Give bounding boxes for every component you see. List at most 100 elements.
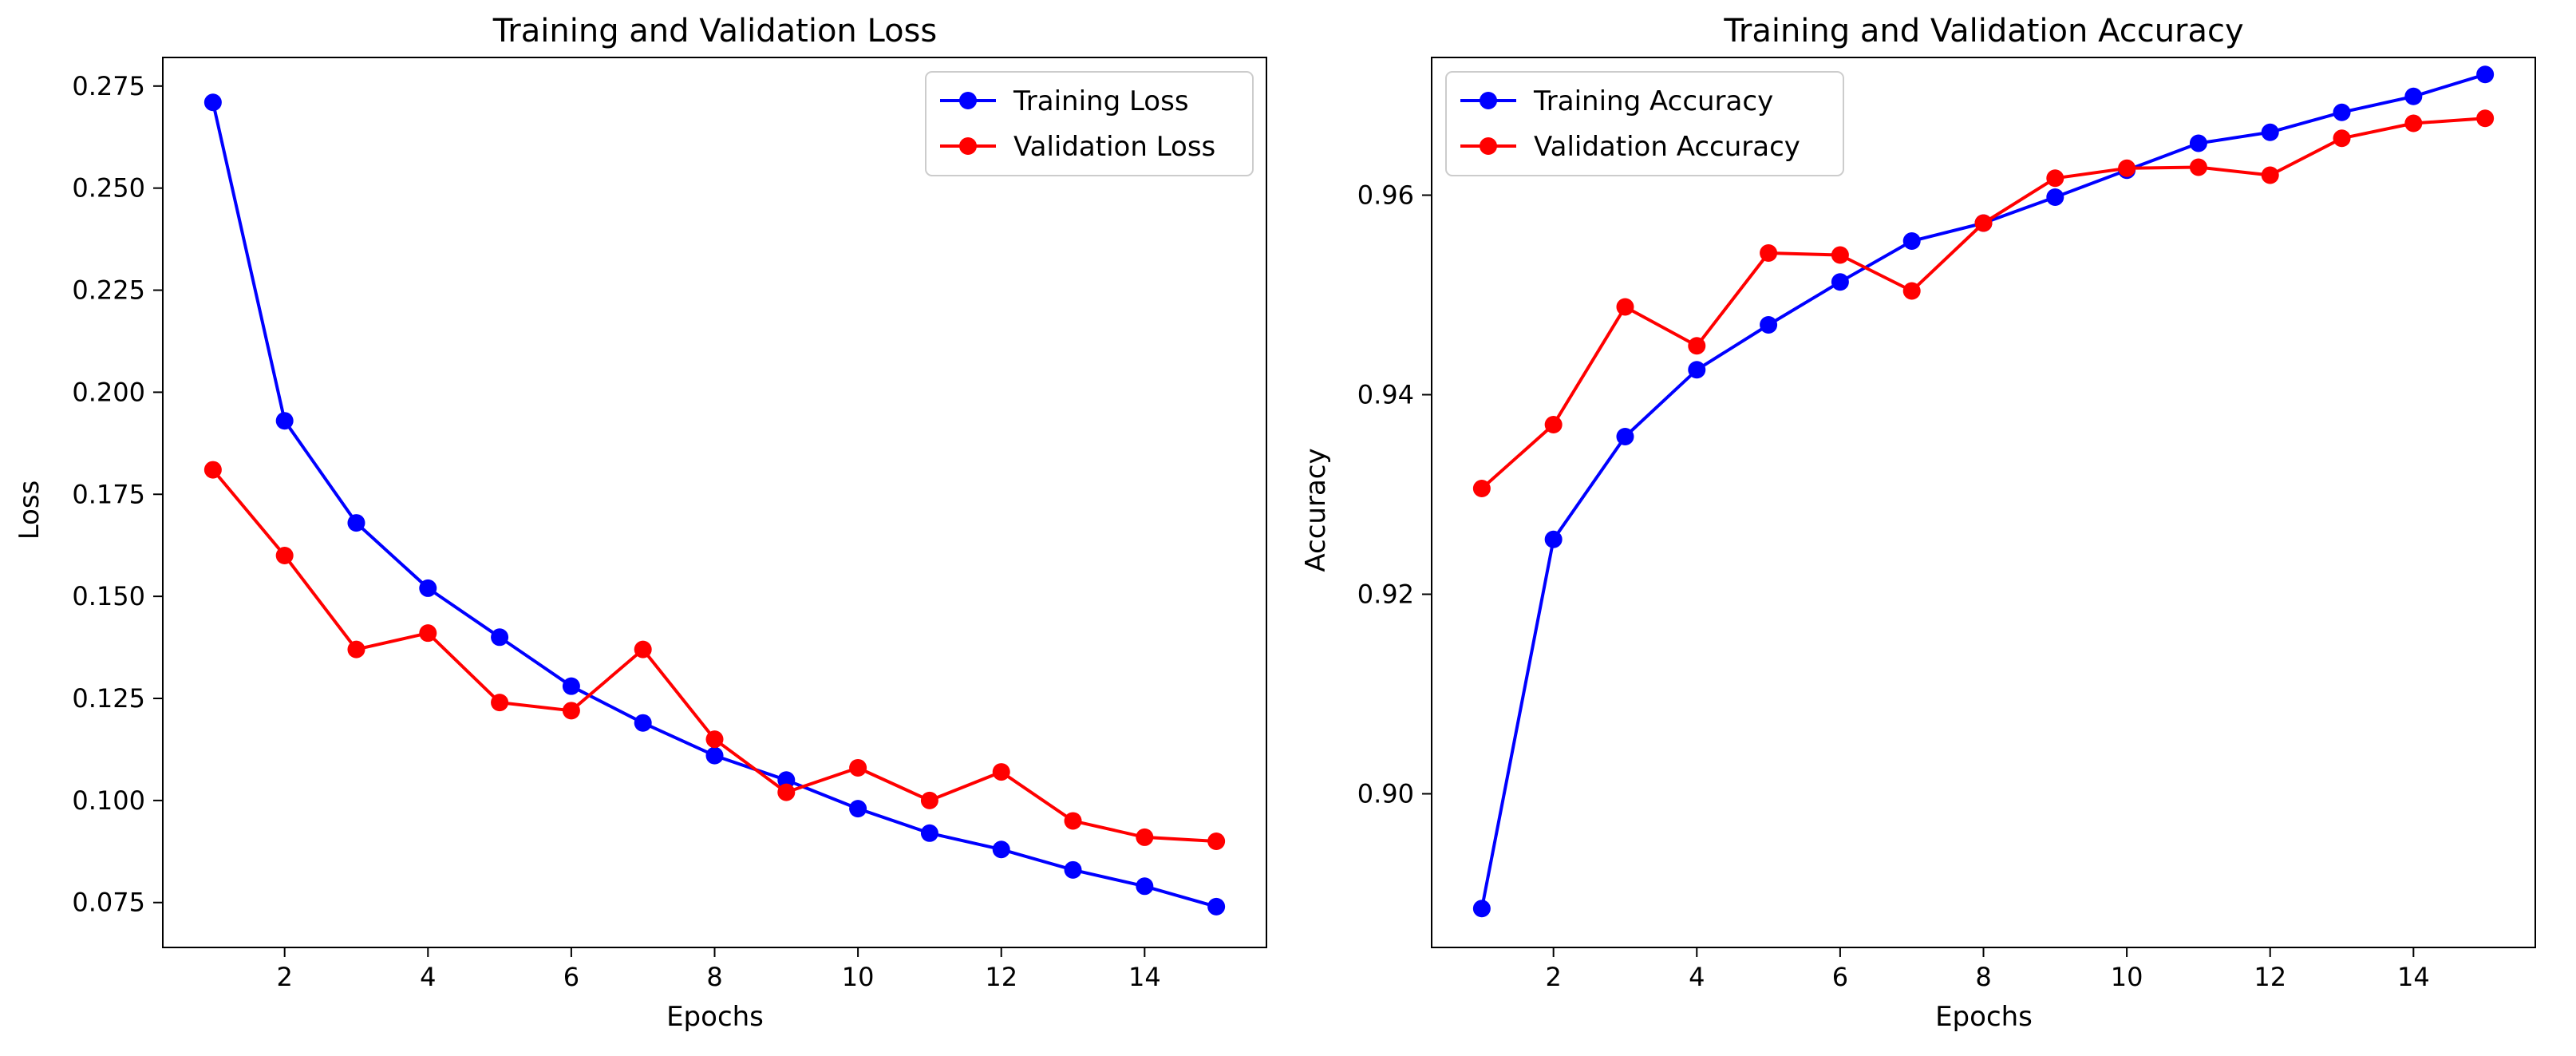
loss-y-tick-label: 0.175 [72,479,145,509]
loss-training-point [1136,877,1154,896]
loss-y-tick-label: 0.075 [72,888,145,918]
accuracy-y-tick-label: 0.90 [1357,779,1414,809]
accuracy-x-tick-label: 6 [1832,962,1848,992]
accuracy-x-axis-label: Epochs [1935,1001,2033,1033]
loss-validation-point [491,694,509,712]
loss-x-tick-label: 12 [985,962,1017,992]
accuracy-validation-point [2046,169,2064,188]
accuracy-training-point [1544,530,1563,548]
loss-training-point [634,714,652,732]
accuracy-validation-point [1544,416,1563,433]
loss-y-tick-label: 0.150 [72,581,145,611]
accuracy-y-tick-label: 0.94 [1357,380,1414,410]
accuracy-x-tick-label: 12 [2254,962,2286,992]
loss-y-axis-label: Loss [14,481,45,540]
accuracy-y-tick-label: 0.92 [1357,579,1414,610]
accuracy-training-point [2404,87,2423,105]
loss-legend-training-marker [959,92,977,109]
accuracy-validation-point [2118,159,2136,177]
accuracy-training-point [1472,900,1491,918]
accuracy-validation-point [1902,282,1921,300]
accuracy-x-tick-label: 10 [2111,962,2143,992]
loss-y-tick-label: 0.225 [72,275,145,306]
loss-series [203,93,1226,916]
accuracy-validation-point [2261,166,2279,184]
loss-y-tick-label: 0.250 [72,173,145,204]
accuracy-y-axis-label: Accuracy [1300,448,1332,572]
loss-training-point [203,93,222,112]
loss-x-tick-label: 6 [563,962,579,992]
loss-training-point [920,824,938,842]
accuracy-validation-point [2404,114,2423,132]
accuracy-x-tick-label: 8 [1975,962,1991,992]
loss-training-point [849,800,867,818]
accuracy-x-tick-label: 14 [2397,962,2430,992]
loss-ticks: 2 4 6 8 10 12 14 0.075 0.100 0.125 0.150 0.175 0.200… [72,71,1160,992]
loss-x-tick-label: 4 [420,962,436,992]
accuracy-legend-training-marker [1480,92,1497,109]
loss-validation-point [203,461,222,479]
loss-legend: Training Loss Validation Loss [925,71,1254,176]
accuracy-validation-point [1760,244,1778,262]
loss-y-tick-label: 0.125 [72,683,145,714]
loss-legend-training-label: Training Loss [1013,85,1189,117]
accuracy-validation-point [1974,214,1993,232]
accuracy-legend-validation-marker [1480,137,1497,155]
accuracy-training-point [1760,316,1778,334]
loss-legend-box [925,71,1254,176]
loss-y-tick-label: 0.200 [72,377,145,407]
accuracy-ticks: 2 4 6 8 10 12 14 0.90 0.92 0.94 0.96 [1357,180,2430,993]
loss-training-point [992,840,1010,859]
accuracy-validation-point [2476,109,2495,128]
accuracy-training-point [1831,273,1849,291]
loss-validation-point [1207,833,1226,851]
loss-x-tick-label: 14 [1128,962,1161,992]
accuracy-validation-point [1616,298,1634,316]
accuracy-training-point [2046,188,2064,206]
loss-chart-title: Training and Validation Loss [492,13,937,49]
accuracy-legend: Training Accuracy Validation Accuracy [1445,71,1844,176]
accuracy-legend-box [1445,71,1844,176]
loss-training-point [777,771,796,789]
loss-training-point [562,677,580,695]
loss-validation-point [347,640,365,659]
accuracy-training-point [1616,428,1634,445]
loss-training-point [491,628,509,647]
loss-validation-point [849,758,867,777]
accuracy-y-tick-label: 0.96 [1357,180,1414,211]
accuracy-chart-title: Training and Validation Accuracy [1723,13,2243,49]
loss-legend-validation-label: Validation Loss [1013,131,1215,163]
loss-legend-validation-marker [959,137,977,155]
accuracy-plot-frame [1431,57,2536,948]
loss-validation-point [562,702,580,720]
loss-plot-frame [162,57,1267,948]
loss-validation-point [777,783,796,801]
loss-chart: Training and Validation Loss Epochs Loss… [14,13,1267,1033]
loss-validation-point [705,730,724,749]
loss-x-tick-label: 10 [842,962,875,992]
loss-training-point [419,579,437,597]
accuracy-training-point [1688,361,1706,379]
loss-validation-point [419,624,437,643]
accuracy-training-point [2261,123,2279,141]
loss-training-point [1064,860,1082,879]
accuracy-training-point [2476,65,2495,84]
loss-training-point [275,412,294,430]
accuracy-validation-point [2189,158,2207,176]
loss-validation-point [1064,812,1082,830]
accuracy-chart: Training and Validation Accuracy Epochs … [1300,13,2536,1033]
accuracy-x-tick-label: 4 [1689,962,1705,992]
loss-training-point [1207,897,1226,916]
loss-training-point [705,746,724,765]
loss-validation-point [275,546,294,564]
accuracy-validation-point [1472,480,1491,497]
accuracy-legend-validation-label: Validation Accuracy [1534,131,1800,163]
loss-x-axis-label: Epochs [666,1001,764,1033]
accuracy-x-tick-label: 2 [1545,962,1561,992]
loss-validation-point [992,763,1010,781]
accuracy-validation-point [1688,337,1706,355]
loss-validation-point [1136,828,1154,846]
accuracy-training-point [1902,232,1921,250]
